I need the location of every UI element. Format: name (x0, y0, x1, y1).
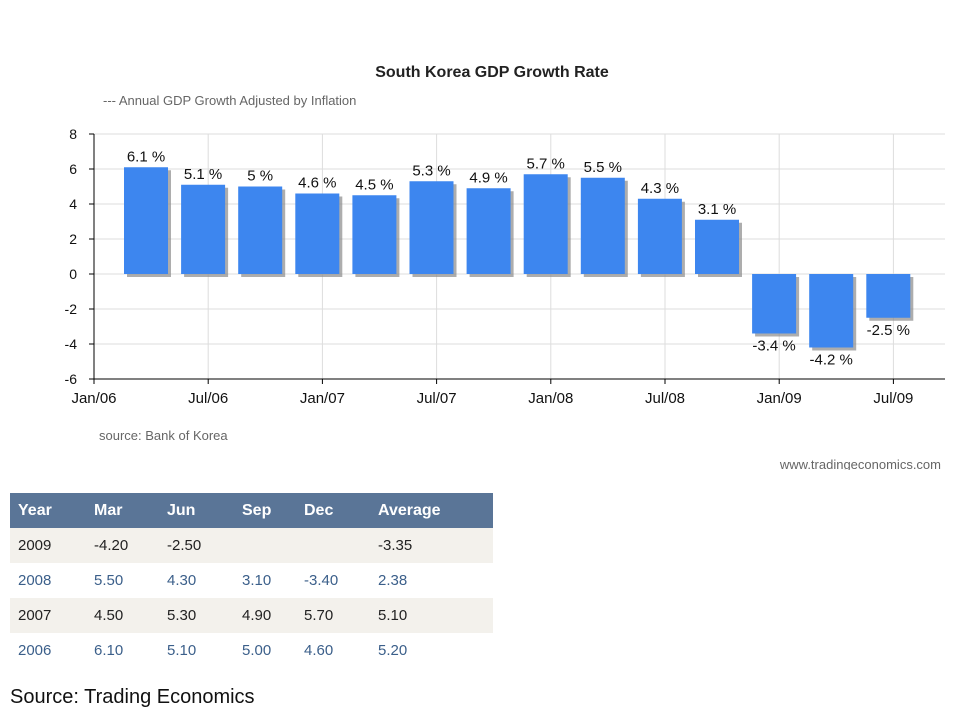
header-mar: Mar (86, 493, 159, 528)
header-average: Average (370, 493, 493, 528)
bar-value-label: 6.1 % (127, 148, 165, 165)
x-tick-label: Jul/09 (873, 390, 913, 407)
y-tick-label: -4 (65, 336, 78, 352)
cell: -3.35 (370, 528, 493, 563)
bar (124, 167, 168, 274)
bar-value-label: 5.3 % (412, 162, 450, 179)
cell: 2006 (10, 633, 86, 668)
cell: 2008 (10, 563, 86, 598)
bar (637, 198, 682, 274)
axes: 8 6 4 2 0 -2 -4 -6 Jan/06 Jul/06 Jan/07 Jul/07 Jan/0… (65, 126, 945, 407)
bar-value-label: 5 % (247, 168, 273, 185)
chart-legend: --- Annual GDP Growth Adjusted by Inflat… (103, 93, 356, 108)
bar-value-label: 4.5 % (355, 176, 393, 193)
chart-source: source: Bank of Korea (99, 428, 228, 443)
bar-value-label: 4.6 % (298, 175, 336, 192)
bar (809, 274, 854, 348)
x-tick-label: Jan/09 (757, 390, 802, 407)
cell: 6.10 (86, 633, 159, 668)
bar-value-label: 5.5 % (584, 159, 622, 176)
bar-value-label: 5.1 % (184, 166, 222, 183)
y-tick-label: -6 (65, 371, 78, 387)
bar-labels: 6.1 % 5.1 % 5 % 4.6 % 4.5 % 5.3 % 4.9 % 5.7 % 5.… (127, 148, 910, 368)
bar (409, 181, 454, 274)
x-tick-label: Jan/08 (528, 390, 573, 407)
y-tick-label: 2 (69, 231, 77, 247)
table-row: 2006 6.10 5.10 5.00 4.60 5.20 (10, 633, 493, 668)
bar (466, 188, 511, 274)
cell: 4.50 (86, 598, 159, 633)
footer-source: Source: Trading Economics (10, 686, 255, 708)
chart-canvas: South Korea GDP Growth Rate --- Annual G… (65, 64, 945, 470)
cell: 5.70 (296, 598, 370, 633)
x-tick-label: Jul/06 (188, 390, 228, 407)
cell: 3.10 (234, 563, 296, 598)
cell: 5.00 (234, 633, 296, 668)
bar-value-label: -2.5 % (867, 322, 910, 339)
table-row: 2007 4.50 5.30 4.90 5.70 5.10 (10, 598, 493, 633)
bar (695, 219, 739, 274)
bars (124, 167, 911, 348)
bar (238, 186, 283, 274)
bar (295, 193, 340, 274)
cell: 2009 (10, 528, 86, 563)
cell: 4.60 (296, 633, 370, 668)
x-tick-label: Jul/08 (645, 390, 685, 407)
website-credit: www.tradingeconomics.com (779, 457, 941, 470)
cell: 5.20 (370, 633, 493, 668)
x-tick-label: Jul/07 (417, 390, 457, 407)
cell: 2007 (10, 598, 86, 633)
bar-value-label: 4.9 % (469, 169, 507, 186)
cell (296, 528, 370, 563)
bar-value-label: 4.3 % (641, 180, 679, 197)
x-tick-label: Jan/07 (300, 390, 345, 407)
bar-value-label: 3.1 % (698, 201, 736, 218)
y-tick-label: 8 (69, 126, 77, 142)
bar (866, 274, 911, 318)
cell: 5.50 (86, 563, 159, 598)
y-tick-label: 4 (69, 196, 77, 212)
bar (181, 184, 226, 274)
table-row: 2008 5.50 4.30 3.10 -3.40 2.38 (10, 563, 493, 598)
bar-value-label: -4.2 % (810, 352, 853, 369)
y-tick-label: -2 (65, 301, 78, 317)
bar (523, 174, 568, 274)
header-year: Year (10, 493, 86, 528)
cell: 5.10 (159, 633, 234, 668)
table-header-row: Year Mar Jun Sep Dec Average (10, 493, 493, 528)
cell (234, 528, 296, 563)
header-sep: Sep (234, 493, 296, 528)
cell: 2.38 (370, 563, 493, 598)
cell: 4.90 (234, 598, 296, 633)
gdp-chart: South Korea GDP Growth Rate --- Annual G… (65, 64, 945, 470)
bar (352, 195, 397, 274)
y-tick-label: 0 (69, 266, 77, 282)
header-dec: Dec (296, 493, 370, 528)
bar-value-label: 5.7 % (527, 155, 565, 172)
cell: -4.20 (86, 528, 159, 563)
cell: 5.30 (159, 598, 234, 633)
cell: 4.30 (159, 563, 234, 598)
x-tick-label: Jan/06 (71, 390, 116, 407)
cell: 5.10 (370, 598, 493, 633)
bar (580, 177, 625, 274)
header-jun: Jun (159, 493, 234, 528)
cell: -2.50 (159, 528, 234, 563)
bar-value-label: -3.4 % (752, 338, 795, 355)
y-tick-label: 6 (69, 161, 77, 177)
bar (752, 274, 797, 334)
chart-title: South Korea GDP Growth Rate (375, 64, 609, 81)
table-row: 2009 -4.20 -2.50 -3.35 (10, 528, 493, 563)
cell: -3.40 (296, 563, 370, 598)
gdp-table: Year Mar Jun Sep Dec Average 2009 -4.20 … (10, 493, 493, 668)
